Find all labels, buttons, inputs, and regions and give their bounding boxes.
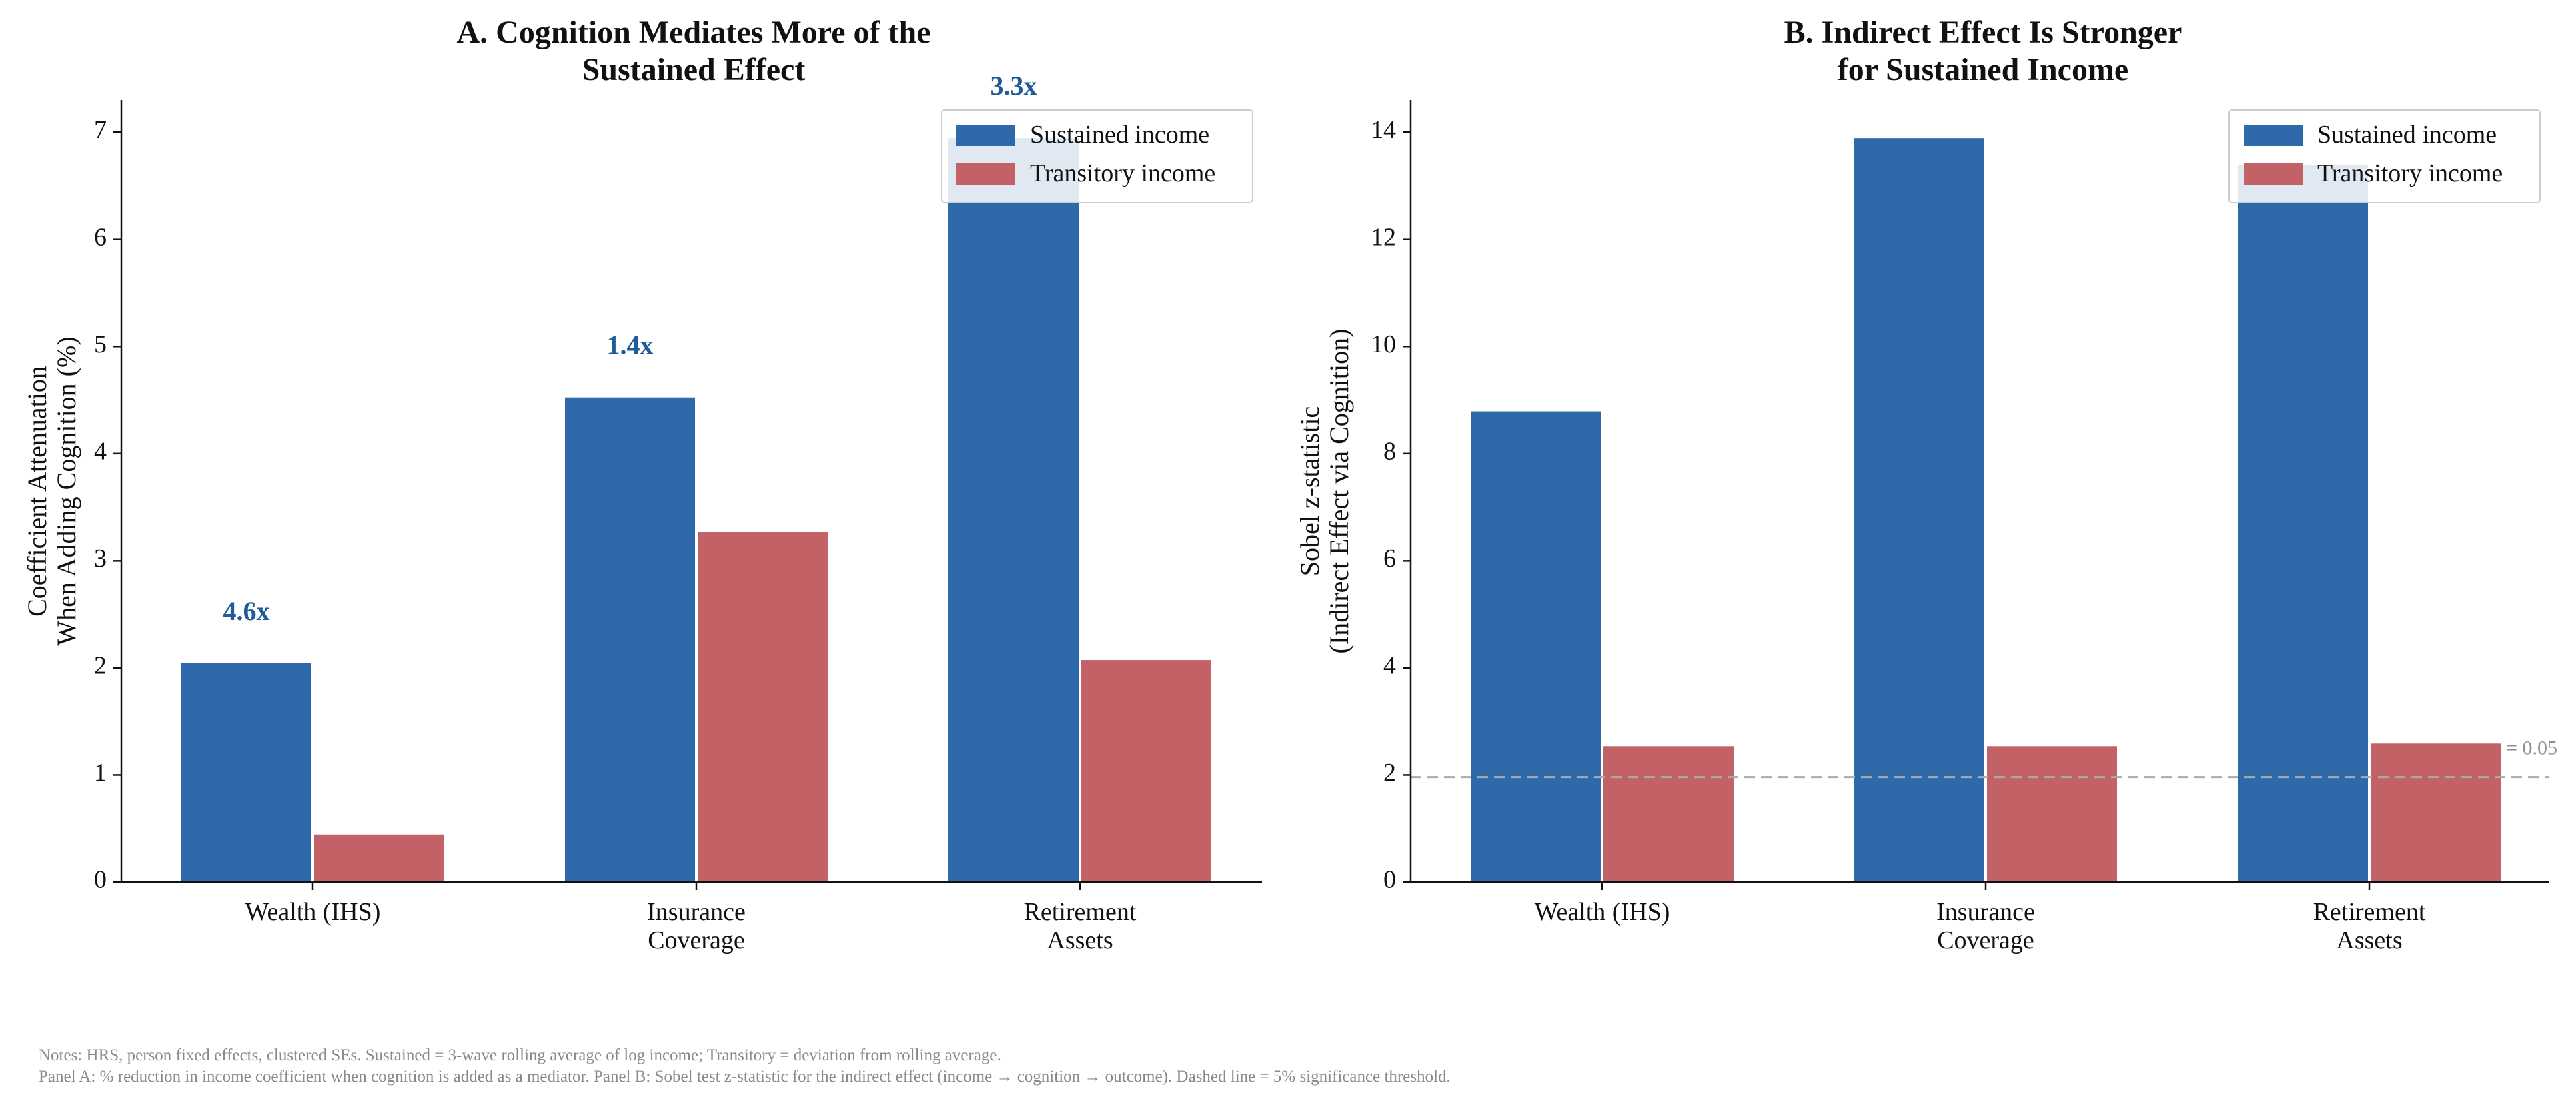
y-tick-label: 8 bbox=[1383, 438, 1396, 466]
y-tick-label: 10 bbox=[1371, 330, 1396, 358]
notes-line-2: Panel A: % reduction in income coefficie… bbox=[39, 1068, 1451, 1086]
legend-label: Sustained income bbox=[2317, 121, 2497, 149]
bar-transitory-1 bbox=[696, 531, 829, 883]
y-tick-label: 6 bbox=[94, 223, 107, 251]
y-axis-label-line: When Adding Cognition (%) bbox=[51, 336, 81, 645]
legend-label: Sustained income bbox=[1030, 121, 1209, 149]
x-tick-label: Insurance bbox=[1936, 898, 2035, 926]
x-tick-label: Wealth (IHS) bbox=[1535, 898, 1670, 926]
chart-title-line: Sustained Effect bbox=[582, 52, 806, 87]
x-tick-label: Coverage bbox=[648, 926, 745, 954]
legend-swatch-transitory bbox=[956, 163, 1015, 185]
y-tick-label: 14 bbox=[1371, 116, 1396, 144]
legend-box bbox=[2228, 109, 2541, 203]
x-tick-label: Assets bbox=[2336, 926, 2402, 954]
notes-line-1: Notes: HRS, person fixed effects, cluste… bbox=[39, 1046, 1001, 1064]
x-tick-label: Coverage bbox=[1937, 926, 2034, 954]
y-tick-label: 0 bbox=[1383, 866, 1396, 894]
y-tick-label: 12 bbox=[1371, 223, 1396, 251]
y-tick-label: 2 bbox=[94, 652, 107, 680]
bar-sustained-2 bbox=[947, 137, 1080, 883]
x-tick-label: Retirement bbox=[1024, 898, 1137, 926]
threshold-label: = 0.05 bbox=[2506, 737, 2557, 759]
bar-transitory-0 bbox=[313, 833, 446, 883]
x-tick-label: Retirement bbox=[2313, 898, 2426, 926]
chart-title-line: A. Cognition Mediates More of the bbox=[457, 15, 931, 50]
bar-transitory-2 bbox=[1080, 659, 1213, 883]
y-tick-label: 4 bbox=[1383, 652, 1396, 680]
bar-sustained-1 bbox=[1853, 137, 1986, 883]
y-tick-label: 6 bbox=[1383, 544, 1396, 573]
x-tick-label: Wealth (IHS) bbox=[245, 898, 381, 926]
legend-box bbox=[941, 109, 1253, 203]
x-tick-label: Insurance bbox=[647, 898, 746, 926]
y-tick-label: 2 bbox=[1383, 759, 1396, 787]
y-tick-label: 5 bbox=[94, 330, 107, 358]
bar-sustained-0 bbox=[180, 661, 313, 883]
bar-sustained-1 bbox=[564, 396, 696, 883]
y-tick-label: 7 bbox=[94, 116, 107, 144]
legend-swatch-transitory bbox=[2244, 163, 2303, 185]
x-tick-label: Assets bbox=[1047, 926, 1113, 954]
y-tick-label: 1 bbox=[94, 759, 107, 787]
figure-notes: Notes: HRS, person fixed effects, cluste… bbox=[39, 1045, 1451, 1088]
y-axis-label-line: Sobel z-statistic bbox=[1295, 406, 1325, 576]
bar-transitory-1 bbox=[1986, 745, 2118, 883]
ratio-label-0: 4.6x bbox=[223, 596, 270, 626]
legend-label: Transitory income bbox=[1030, 159, 1215, 188]
bar-sustained-0 bbox=[1469, 410, 1602, 883]
y-tick-label: 4 bbox=[94, 438, 107, 466]
y-tick-label: 3 bbox=[94, 544, 107, 573]
ratio-label-1: 1.4x bbox=[607, 330, 654, 360]
legend-label: Transitory income bbox=[2317, 159, 2503, 188]
y-axis-label-line: Coefficient Attenuation bbox=[22, 366, 52, 617]
legend-swatch-sustained bbox=[956, 125, 1015, 146]
y-tick-label: 0 bbox=[94, 866, 107, 894]
ratio-label-2: 3.3x bbox=[991, 71, 1037, 101]
bar-transitory-2 bbox=[2369, 742, 2502, 883]
y-axis-label-line: (Indirect Effect via Cognition) bbox=[1324, 329, 1354, 654]
bar-transitory-0 bbox=[1602, 745, 1735, 883]
chart-title-line: for Sustained Income bbox=[1838, 52, 2128, 87]
bar-sustained-2 bbox=[2236, 163, 2369, 883]
legend-swatch-sustained bbox=[2244, 125, 2303, 146]
chart-title-line: B. Indirect Effect Is Stronger bbox=[1784, 15, 2182, 50]
